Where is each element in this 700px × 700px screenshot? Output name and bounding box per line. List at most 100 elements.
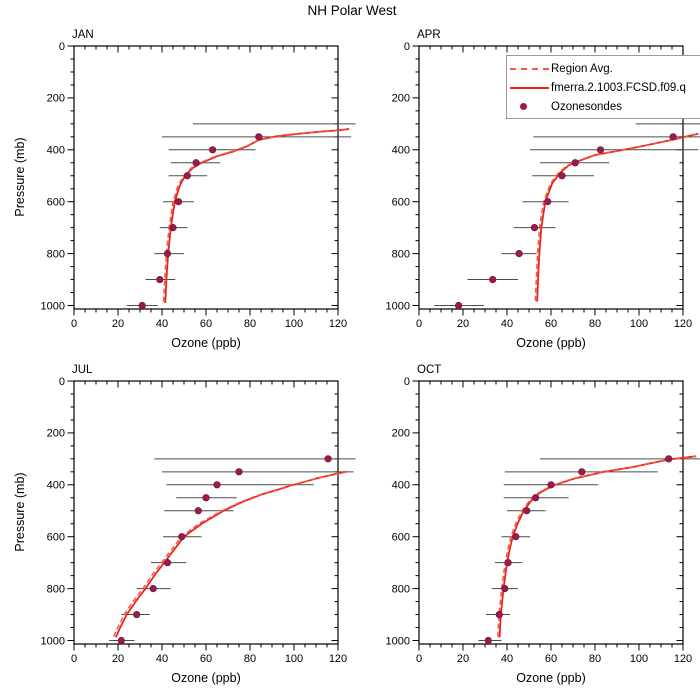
svg-text:0: 0 [416,318,422,330]
panel-title-jul: JUL [72,364,93,376]
sonde-error-bars [434,123,700,306]
svg-text:0: 0 [404,376,410,388]
svg-text:80: 80 [589,318,601,330]
sonde-dots [117,455,332,645]
panel-title-oct: OCT [417,364,442,376]
tick-labels: 0 20 40 60 80 100 120 0 200 400 600 800 1000 [386,376,693,665]
svg-text:120: 120 [674,653,692,665]
tick-labels: 0 20 40 60 80 100 120 0 200 400 600 800 1000 [41,376,348,665]
svg-text:100: 100 [285,653,303,665]
svg-text:120: 120 [674,318,692,330]
axis-frame [73,380,339,645]
sonde-dots [484,455,673,645]
x-axis-title-apr: Ozone (ppb) [516,336,586,350]
svg-text:0: 0 [59,41,65,53]
svg-text:120: 120 [329,318,347,330]
svg-text:0: 0 [404,41,410,53]
svg-text:0: 0 [59,376,65,388]
model-curve [114,470,347,638]
axis-frame [418,380,684,645]
svg-text:200: 200 [392,93,410,105]
svg-text:100: 100 [285,318,303,330]
svg-text:20: 20 [112,318,124,330]
sonde-dot-icon [520,103,527,110]
panel-title-apr: APR [417,29,441,41]
y-axis-title-top: Pressure (mb) [13,137,27,217]
svg-text:0: 0 [71,653,77,665]
y-axis-title-bottom: Pressure (mb) [13,472,27,552]
region-avg-curve [534,133,699,301]
sonde-dots [455,133,677,310]
svg-text:100: 100 [630,653,648,665]
legend-row-region-avg: Region Avg. [510,59,700,78]
svg-text:400: 400 [392,480,410,492]
axis-ticks [67,45,339,316]
svg-text:60: 60 [545,318,557,330]
svg-text:40: 40 [156,653,168,665]
svg-text:80: 80 [244,318,256,330]
svg-text:1000: 1000 [386,635,410,647]
legend: Region Avg. fmerra.2.1003.FCSD.f09.q Ozo… [506,55,700,119]
svg-text:40: 40 [501,318,513,330]
svg-text:60: 60 [545,653,557,665]
legend-row-model: fmerra.2.1003.FCSD.f09.q [510,78,700,97]
chart-title: NH Polar West [307,3,397,18]
svg-text:80: 80 [244,653,256,665]
svg-text:200: 200 [392,428,410,440]
legend-row-ozonesondes: Ozonesondes [510,97,700,116]
solid-line-sample [510,86,549,89]
svg-text:120: 120 [329,653,347,665]
svg-text:0: 0 [71,318,77,330]
panel-apr: 0 20 40 60 80 100 120 0 200 400 600 800 1000 [386,41,700,330]
svg-text:800: 800 [47,583,65,595]
axis-ticks [412,45,684,316]
svg-text:40: 40 [156,318,168,330]
svg-text:1000: 1000 [386,300,410,312]
svg-text:1000: 1000 [41,300,65,312]
tick-labels: 0 20 40 60 80 100 120 0 200 400 600 800 1000 [41,41,348,330]
axis-ticks [67,380,339,651]
svg-text:20: 20 [112,653,124,665]
svg-text:100: 100 [630,318,648,330]
x-axis-title-jan: Ozone (ppb) [171,336,241,350]
sonde-error-bars [478,458,700,641]
tick-labels: 0 20 40 60 80 100 120 0 200 400 600 800 1000 [386,41,693,330]
svg-text:600: 600 [392,197,410,209]
svg-text:800: 800 [392,248,410,260]
svg-text:20: 20 [457,653,469,665]
svg-text:60: 60 [200,318,212,330]
svg-text:800: 800 [392,583,410,595]
region-avg-curve [112,471,347,637]
region-avg-curve [497,455,697,637]
svg-text:40: 40 [501,653,513,665]
sonde-dots [138,133,263,310]
svg-text:600: 600 [47,197,65,209]
svg-text:400: 400 [392,145,410,157]
svg-text:800: 800 [47,248,65,260]
svg-text:200: 200 [47,428,65,440]
svg-text:60: 60 [200,653,212,665]
x-axis-title-jul: Ozone (ppb) [171,671,241,685]
region-avg-curve [162,128,350,302]
axis-ticks [412,380,684,651]
svg-text:1000: 1000 [41,635,65,647]
svg-text:400: 400 [47,145,65,157]
svg-text:600: 600 [392,532,410,544]
panel-jul: 0 20 40 60 80 100 120 0 200 400 600 800 1000 [41,376,356,665]
panel-oct: 0 20 40 60 80 100 120 0 200 400 600 800 1000 [386,376,700,665]
svg-text:200: 200 [47,93,65,105]
sonde-error-bars [109,458,356,641]
svg-text:400: 400 [47,480,65,492]
svg-text:600: 600 [47,532,65,544]
dashed-line-sample [510,67,549,70]
model-curve [536,132,699,302]
panel-jan: 0 20 40 60 80 100 120 0 200 400 600 800 1000 [41,41,356,330]
svg-text:80: 80 [589,653,601,665]
axis-frame [73,45,339,310]
svg-text:20: 20 [457,318,469,330]
x-axis-title-oct: Ozone (ppb) [516,671,586,685]
svg-text:0: 0 [416,653,422,665]
model-curve [498,455,697,638]
